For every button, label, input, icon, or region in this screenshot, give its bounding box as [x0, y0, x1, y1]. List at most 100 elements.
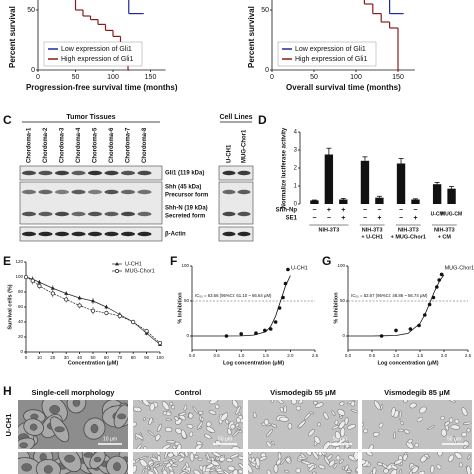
cell [134, 458, 140, 463]
cell [283, 405, 287, 414]
annotation: IC₅₀ = 63.66 (95%CI: 61.10 ~ 66.64 μM) [195, 293, 272, 298]
data-point [281, 295, 285, 300]
cell [403, 400, 408, 404]
treatment-sign: − [363, 215, 367, 222]
cell [133, 406, 142, 413]
y-tick-label: 3 [294, 148, 298, 154]
data-point [224, 334, 229, 338]
cell [376, 462, 383, 466]
cell [368, 444, 374, 449]
cell [273, 464, 279, 473]
cell [211, 460, 220, 466]
nucleus [113, 462, 121, 471]
cell [427, 425, 436, 430]
cell [185, 462, 189, 468]
data-point [408, 327, 413, 331]
treatment-sign: − [413, 207, 417, 214]
cell [353, 452, 358, 461]
x-tick-label: 150 [392, 74, 404, 81]
cell [414, 442, 420, 448]
cell [380, 404, 384, 411]
data-point [435, 285, 439, 289]
data-point [30, 278, 35, 283]
data-point [431, 295, 436, 300]
micrograph [18, 452, 128, 474]
cell [407, 438, 413, 444]
x-tick-label: 10 [37, 355, 43, 360]
blot-band [137, 231, 152, 237]
blot-band [222, 211, 236, 217]
column-title: Vismodegib 85 μM [384, 388, 450, 397]
cell [172, 445, 177, 449]
fit-curve [192, 275, 291, 337]
cell [189, 452, 195, 462]
data-point [37, 283, 42, 289]
blot-band [137, 189, 152, 195]
scale-label: 10 μm [103, 436, 117, 442]
y-tick-label: 40 [18, 319, 24, 324]
x-tick-label: 0.0 [189, 353, 196, 358]
x-axis-label: Overall survival time (months) [286, 83, 401, 92]
column-title: Control [175, 388, 202, 397]
cell [220, 412, 229, 421]
cell [295, 468, 301, 474]
treatment-sign: + [341, 215, 345, 222]
cell [133, 421, 137, 428]
cell [346, 424, 357, 430]
cell [236, 417, 241, 423]
micrograph [133, 452, 243, 474]
cell [232, 400, 239, 408]
cell [305, 452, 312, 456]
cell [162, 410, 167, 416]
x-tick-label: 1.5 [417, 353, 424, 358]
panel-letter: H [3, 384, 12, 398]
cell [447, 400, 456, 403]
x-tick-label: 100 [350, 74, 362, 81]
cell [225, 457, 233, 463]
cell [198, 411, 204, 415]
cell [383, 468, 389, 474]
cell [142, 400, 150, 406]
bar [339, 199, 348, 204]
cell [266, 441, 272, 448]
cell [134, 433, 144, 440]
series-label: MUG-Chor1 [445, 265, 474, 271]
x-tick-label: 0 [25, 355, 28, 360]
cell [331, 410, 336, 416]
cell [197, 457, 203, 461]
cell [208, 410, 217, 415]
y-axis-label: Normalize luciferase activity [282, 127, 288, 208]
cell [323, 412, 329, 420]
row-label: U-CH1 [4, 414, 13, 437]
blot-band [22, 231, 36, 237]
group-label: + MUG-Chor1 [391, 234, 426, 240]
blot-band [137, 170, 152, 176]
cell [186, 424, 194, 429]
cell [287, 423, 293, 430]
nucleus [93, 456, 102, 463]
cell [263, 419, 270, 426]
x-tick-label: 80 [131, 355, 137, 360]
data-point [91, 298, 95, 303]
cell [280, 458, 286, 465]
x-tick-label: 90 [144, 355, 150, 360]
y-tick-label: 100 [181, 263, 189, 268]
blot-row-label: Shh (45 kDa) [165, 185, 201, 191]
lane-label: Chordoma-6 [109, 127, 115, 163]
blot-membrane [218, 226, 254, 242]
cell [253, 411, 257, 419]
x-tick-label: 0.5 [369, 353, 376, 358]
blot-row-label: Precursor form [165, 193, 208, 199]
y-tick-label: 20 [18, 334, 24, 339]
blot-band [104, 231, 119, 237]
cell [235, 406, 241, 415]
cell [196, 421, 204, 430]
bar [375, 197, 384, 204]
cell [436, 464, 442, 470]
series-label: U-CH1 [291, 265, 308, 271]
treatment-sign: − [312, 215, 316, 222]
cell [301, 460, 311, 465]
cell [149, 462, 154, 467]
blot-band [222, 189, 236, 195]
cell [227, 465, 236, 472]
